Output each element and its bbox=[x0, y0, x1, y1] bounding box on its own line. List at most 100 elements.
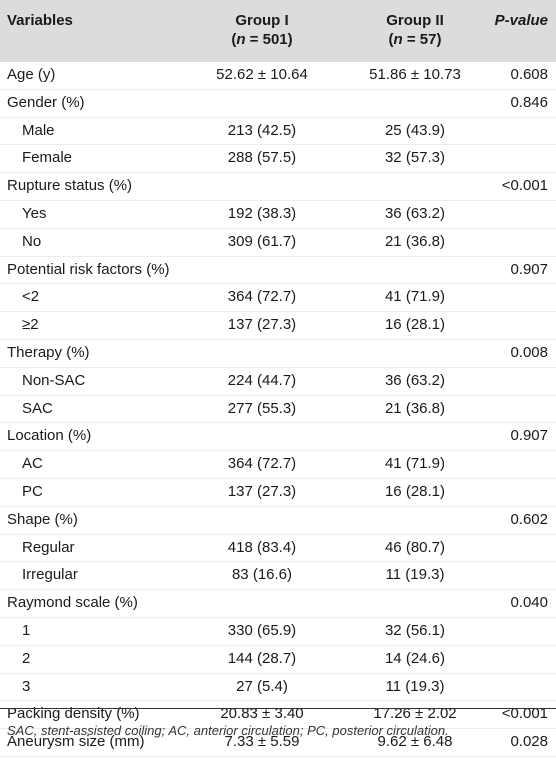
cell-variable: SAC bbox=[22, 399, 53, 417]
cell-variable: Irregular bbox=[22, 566, 78, 584]
cell-variable: Shape (%) bbox=[7, 510, 78, 528]
header-variables: Variables bbox=[7, 12, 73, 29]
cell-pvalue: 0.907 bbox=[510, 260, 548, 278]
cell-group1: 364 (72.7) bbox=[227, 455, 297, 473]
header-group2-n: (n = 57) bbox=[388, 31, 442, 48]
cell-group2: 21 (36.8) bbox=[384, 232, 446, 250]
cell-group2: 46 (80.7) bbox=[384, 538, 446, 556]
cell-group1: 192 (38.3) bbox=[227, 204, 297, 222]
cell-pvalue: 0.608 bbox=[510, 66, 548, 83]
table-row: Age (y) 52.62 ± 10.64 51.86 ± 10.73 0.608 bbox=[0, 62, 556, 90]
cell-variable: Gender (%) bbox=[7, 93, 85, 111]
cell-variable: 2 bbox=[22, 649, 31, 667]
cell-group2: 17.26 ± 2.02 bbox=[373, 705, 457, 723]
cell-group2: 16 (28.1) bbox=[384, 316, 446, 334]
cell-variable: <2 bbox=[22, 288, 40, 306]
cell-variable: ≥2 bbox=[22, 316, 39, 334]
table-row: Non-SAC 224 (44.7) 36 (63.2) bbox=[0, 368, 556, 396]
cell-variable: AC bbox=[22, 455, 43, 473]
table-row: 3 27 (5.4) 11 (19.3) bbox=[0, 674, 556, 702]
table-row: Potential risk factors (%) 0.907 bbox=[0, 257, 556, 285]
table-footnote: SAC, stent-assisted coiling; AC, anterio… bbox=[7, 723, 449, 738]
cell-group1: 27 (5.4) bbox=[236, 677, 288, 695]
cell-pvalue: 0.028 bbox=[510, 733, 548, 751]
cell-variable: PC bbox=[22, 482, 43, 500]
cell-group2: 36 (63.2) bbox=[384, 371, 446, 389]
cell-group1: 52.62 ± 10.64 bbox=[216, 66, 308, 83]
table-row: Aneurysm size (mm) 7.33 ± 5.59 9.62 ± 6.48… bbox=[0, 729, 556, 757]
cell-variable: No bbox=[22, 232, 42, 250]
cell-group2: 32 (56.1) bbox=[384, 621, 446, 639]
table-row: <2 364 (72.7) 41 (71.9) bbox=[0, 284, 556, 313]
header-pvalue: P-value bbox=[494, 12, 548, 29]
cell-group2: 41 (71.9) bbox=[384, 288, 446, 306]
table-row: Therapy (%) 0.008 bbox=[0, 340, 556, 368]
table-row: Rupture status (%) <0.001 bbox=[0, 173, 556, 201]
header-group1-title: Group I bbox=[235, 12, 289, 29]
cell-variable: 3 bbox=[22, 677, 31, 695]
table-row: No 309 (61.7) 21 (36.8) bbox=[0, 229, 556, 257]
table-body: Age (y) 52.62 ± 10.64 51.86 ± 10.73 0.608 Ge… bbox=[0, 62, 556, 757]
table-row: Regular 418 (83.4) 46 (80.7) bbox=[0, 535, 556, 563]
table-bottom-rule bbox=[0, 708, 556, 709]
cell-group2: 36 (63.2) bbox=[384, 204, 446, 222]
cell-pvalue: 0.846 bbox=[510, 93, 548, 111]
cell-group2: 11 (19.3) bbox=[385, 566, 445, 584]
cell-group1: 364 (72.7) bbox=[227, 288, 297, 306]
table-row: 1 330 (65.9) 32 (56.1) bbox=[0, 618, 556, 646]
cell-group1: 309 (61.7) bbox=[227, 232, 297, 250]
header-group2-title: Group II bbox=[386, 12, 444, 29]
cell-group1: 330 (65.9) bbox=[227, 621, 297, 639]
cell-group2: 51.86 ± 10.73 bbox=[369, 66, 461, 83]
table-row: Shape (%) 0.602 bbox=[0, 507, 556, 535]
cell-group2: 21 (36.8) bbox=[384, 399, 446, 417]
cell-group2: 9.62 ± 6.48 bbox=[377, 733, 453, 751]
cell-variable: Age (y) bbox=[7, 66, 56, 83]
cell-variable: Packing density (%) bbox=[7, 705, 140, 723]
cell-group2: 32 (57.3) bbox=[384, 149, 446, 167]
table-row: Packing density (%) 20.83 ± 3.40 17.26 ± 2… bbox=[0, 701, 556, 730]
table-row: Male 213 (42.5) 25 (43.9) bbox=[0, 118, 556, 146]
table-row: 2 144 (28.7) 14 (24.6) bbox=[0, 646, 556, 674]
cell-variable: Non-SAC bbox=[22, 371, 86, 389]
cell-group1: 137 (27.3) bbox=[227, 316, 297, 334]
cell-variable: Location (%) bbox=[7, 427, 92, 445]
cell-group1: 213 (42.5) bbox=[227, 121, 297, 139]
cell-variable: Potential risk factors (%) bbox=[7, 260, 170, 278]
table-row: AC 364 (72.7) 41 (71.9) bbox=[0, 451, 556, 479]
cell-group2: 11 (19.3) bbox=[385, 677, 445, 695]
header-group1: Group I (n = 501) bbox=[192, 11, 332, 49]
cell-group1: 7.33 ± 5.59 bbox=[224, 733, 300, 751]
cell-group1: 288 (57.5) bbox=[227, 149, 297, 167]
cell-group1: 277 (55.3) bbox=[227, 399, 297, 417]
table-row: Female 288 (57.5) 32 (57.3) bbox=[0, 145, 556, 174]
table-row: ≥2 137 (27.3) 16 (28.1) bbox=[0, 312, 556, 340]
cell-group2: 14 (24.6) bbox=[384, 649, 446, 667]
table-row: Yes 192 (38.3) 36 (63.2) bbox=[0, 201, 556, 229]
cell-pvalue: 0.907 bbox=[510, 427, 548, 445]
cell-group1: 83 (16.6) bbox=[231, 566, 293, 584]
cell-variable: 1 bbox=[22, 621, 31, 639]
cell-variable: Raymond scale (%) bbox=[7, 594, 138, 612]
table-row: Gender (%) 0.846 bbox=[0, 90, 556, 118]
cell-group1: 418 (83.4) bbox=[227, 538, 297, 556]
cell-pvalue: <0.001 bbox=[501, 177, 548, 195]
header-group1-n: (n = 501) bbox=[231, 31, 293, 48]
cell-variable: Regular bbox=[22, 538, 75, 556]
cell-variable: Therapy (%) bbox=[7, 343, 90, 361]
header-group2: Group II (n = 57) bbox=[355, 11, 475, 49]
cell-variable: Female bbox=[22, 149, 73, 167]
cell-group1: 137 (27.3) bbox=[227, 482, 297, 500]
cell-group2: 16 (28.1) bbox=[384, 482, 446, 500]
cell-group2: 25 (43.9) bbox=[384, 121, 446, 139]
table-row: Raymond scale (%) 0.040 bbox=[0, 590, 556, 618]
table-row: Irregular 83 (16.6) 11 (19.3) bbox=[0, 562, 556, 591]
cell-pvalue: 0.040 bbox=[510, 594, 548, 612]
cell-variable: Rupture status (%) bbox=[7, 177, 133, 195]
cell-variable: Aneurysm size (mm) bbox=[7, 733, 145, 751]
cell-group1: 20.83 ± 3.40 bbox=[220, 705, 304, 723]
cell-group2: 41 (71.9) bbox=[384, 455, 446, 473]
table-header: Variables Group I (n = 501) Group II (n … bbox=[0, 0, 556, 62]
table-row: SAC 277 (55.3) 21 (36.8) bbox=[0, 396, 556, 424]
